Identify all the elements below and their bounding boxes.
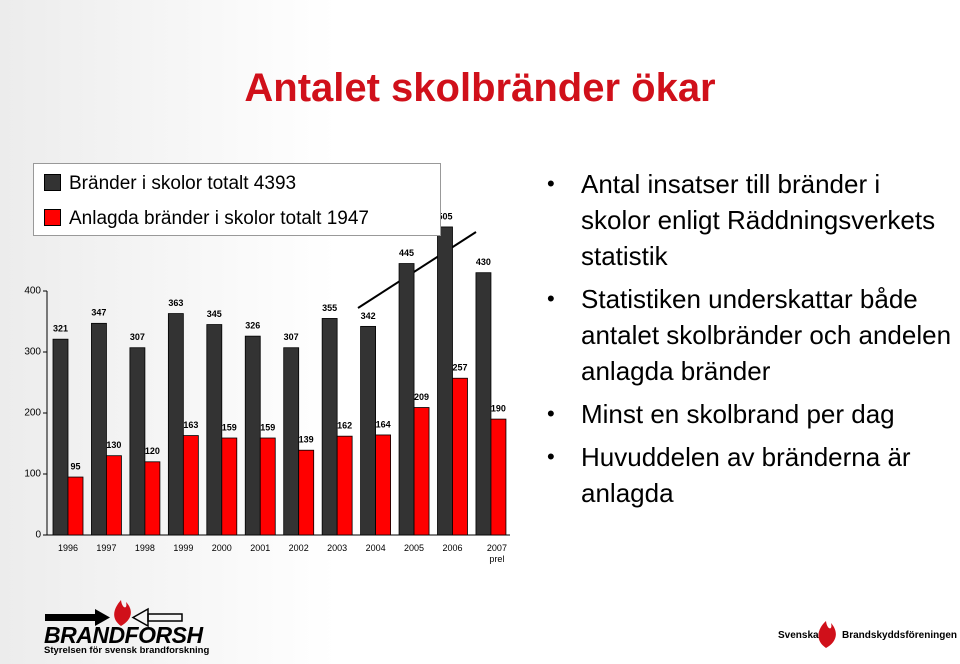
x-tick-label: 1999 — [173, 543, 194, 553]
bullet: Minst en skolbrand per dag — [545, 396, 955, 432]
value-label: 257 — [452, 363, 467, 373]
bar — [167, 313, 184, 536]
x-tick-label: 2003 — [327, 543, 348, 553]
x-tick-label: 2007 prel — [486, 543, 507, 564]
legend-label: Anlagda bränder i skolor totalt 1947 — [69, 208, 369, 229]
bar — [336, 435, 353, 536]
bar — [283, 347, 300, 536]
bullet: Antal insatser till bränder i skolor enl… — [545, 166, 955, 274]
legend: Bränder i skolor totalt 4393 Anlagda brä… — [33, 163, 441, 236]
x-tick-label: 1997 — [96, 543, 117, 553]
bar — [144, 461, 161, 536]
bar — [244, 335, 261, 536]
logo-left — [45, 600, 183, 628]
bullet: Huvuddelen av bränderna är anlagda — [545, 439, 955, 511]
y-tick-label: 0 — [35, 530, 41, 541]
value-label: 505 — [437, 211, 452, 221]
bar — [375, 434, 392, 536]
bar — [413, 407, 430, 536]
logo-left-subtitle: Styrelsen för svensk brandforskning — [44, 645, 210, 656]
value-label: 326 — [245, 321, 260, 331]
bar — [67, 476, 84, 536]
legend-swatch — [44, 174, 61, 191]
legend-label: Bränder i skolor totalt 4393 — [69, 173, 297, 194]
bar — [437, 226, 453, 536]
bullet-list: Antal insatser till bränder i skolor enl… — [545, 166, 955, 518]
bar — [452, 377, 468, 536]
logo-left-name: BRANDFORSH — [44, 622, 203, 648]
value-label: 209 — [414, 392, 429, 402]
trend-line — [357, 231, 477, 309]
value-label: 95 — [70, 461, 80, 471]
value-label: 321 — [53, 324, 68, 334]
y-tick-label: 400 — [24, 286, 41, 297]
value-label: 363 — [168, 298, 183, 308]
value-label: 345 — [207, 309, 222, 319]
bar — [206, 324, 223, 536]
logo-right-flame — [818, 621, 836, 648]
value-label: 307 — [130, 332, 145, 342]
logo-right-text: Brandskyddsföreningen — [842, 630, 958, 641]
bar — [106, 455, 122, 536]
bar — [298, 449, 315, 536]
x-tick-label: 2004 — [365, 543, 386, 553]
value-label: 159 — [222, 422, 237, 432]
bar — [360, 325, 377, 536]
y-tick-label: 300 — [24, 347, 41, 358]
value-label: 342 — [361, 311, 376, 321]
value-label: 139 — [299, 435, 314, 445]
legend-item: Bränder i skolor totalt 4393 — [44, 172, 296, 196]
logo-right-text: Svenska — [778, 630, 819, 641]
bar — [475, 272, 492, 536]
value-label: 159 — [260, 422, 275, 432]
value-label: 307 — [284, 332, 299, 342]
y-tick-label: 200 — [24, 408, 41, 419]
x-tick-label: 1996 — [57, 543, 79, 553]
value-label: 120 — [145, 446, 160, 456]
x-tick-label: 2002 — [288, 543, 309, 553]
value-label: 355 — [322, 303, 337, 313]
value-label: 130 — [106, 440, 121, 450]
value-label: 164 — [376, 419, 391, 429]
bar — [259, 437, 276, 536]
legend-item: Anlagda bränder i skolor totalt 1947 — [44, 207, 369, 231]
bar — [182, 435, 199, 536]
bar — [91, 322, 107, 536]
value-label: 445 — [399, 248, 414, 258]
value-label: 162 — [337, 421, 352, 431]
bar — [129, 347, 146, 536]
legend-swatch — [44, 209, 61, 226]
value-label: 430 — [476, 257, 491, 267]
bar — [52, 338, 69, 536]
slide-title: Antalet skolbränder ökar — [244, 66, 716, 110]
bullet: Statistiken underskattar både antalet sk… — [545, 281, 955, 389]
bar — [490, 418, 507, 536]
x-tick-label: 2006 — [442, 543, 463, 553]
value-label: 347 — [91, 308, 106, 318]
y-tick-label: 100 — [24, 469, 41, 480]
bar — [321, 318, 338, 536]
value-label: 163 — [183, 420, 198, 430]
x-tick-label: 1998 — [134, 543, 155, 553]
x-tick-label: 2000 — [211, 543, 232, 553]
bar — [398, 263, 415, 536]
bar — [221, 437, 238, 536]
value-label: 190 — [491, 403, 506, 413]
x-tick-label: 2005 — [404, 543, 425, 553]
x-tick-label: 2001 — [250, 543, 271, 553]
